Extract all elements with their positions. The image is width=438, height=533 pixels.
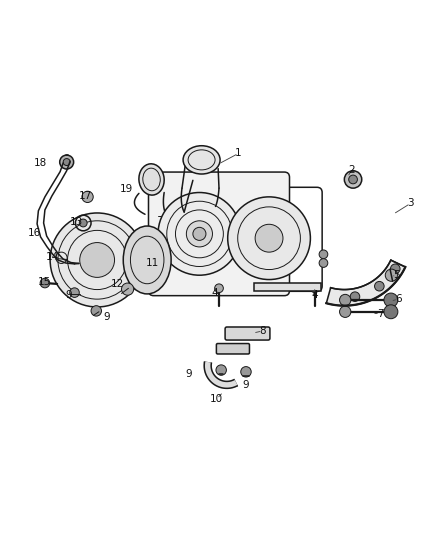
Circle shape	[228, 197, 311, 279]
Circle shape	[121, 283, 134, 295]
Text: 9: 9	[103, 312, 110, 322]
Circle shape	[339, 306, 351, 318]
Circle shape	[186, 221, 212, 247]
Circle shape	[63, 158, 70, 166]
FancyBboxPatch shape	[148, 172, 290, 296]
Circle shape	[91, 305, 102, 316]
Text: 1: 1	[235, 148, 242, 158]
FancyBboxPatch shape	[216, 344, 250, 354]
Circle shape	[385, 269, 397, 281]
Text: 5: 5	[393, 270, 400, 280]
Circle shape	[319, 259, 328, 268]
Circle shape	[216, 365, 226, 375]
Text: 6: 6	[395, 294, 402, 304]
Text: 16: 16	[28, 228, 41, 238]
Text: 14: 14	[46, 252, 60, 262]
Text: 3: 3	[407, 198, 414, 208]
Circle shape	[391, 264, 400, 273]
Circle shape	[80, 243, 115, 277]
Text: 10: 10	[210, 394, 223, 404]
Polygon shape	[326, 260, 405, 305]
Text: 4: 4	[311, 290, 318, 300]
Circle shape	[158, 192, 241, 275]
Text: 9: 9	[66, 290, 72, 300]
Text: 11: 11	[146, 258, 159, 268]
Circle shape	[193, 228, 206, 240]
Circle shape	[311, 284, 319, 293]
Circle shape	[60, 155, 74, 169]
FancyBboxPatch shape	[225, 327, 270, 340]
Polygon shape	[204, 362, 237, 389]
Circle shape	[70, 288, 79, 297]
Circle shape	[50, 213, 144, 307]
Circle shape	[215, 284, 223, 293]
Circle shape	[344, 171, 362, 188]
Text: 2: 2	[349, 165, 355, 175]
Text: 9: 9	[243, 380, 249, 390]
Text: 8: 8	[259, 326, 266, 336]
Text: 17: 17	[78, 191, 92, 201]
Text: 15: 15	[38, 277, 52, 287]
Ellipse shape	[123, 226, 171, 294]
Circle shape	[384, 293, 398, 307]
Text: 7: 7	[377, 309, 383, 319]
Text: 4: 4	[212, 288, 218, 298]
Text: 12: 12	[111, 279, 124, 289]
Ellipse shape	[139, 164, 164, 195]
Circle shape	[40, 278, 49, 288]
Text: 18: 18	[34, 158, 47, 168]
Circle shape	[255, 224, 283, 252]
Text: 13: 13	[70, 217, 83, 227]
Circle shape	[374, 281, 384, 291]
Circle shape	[350, 292, 360, 302]
FancyBboxPatch shape	[254, 284, 321, 292]
Circle shape	[319, 250, 328, 259]
Text: 19: 19	[120, 184, 133, 194]
Text: 9: 9	[185, 369, 192, 379]
Circle shape	[339, 294, 351, 305]
Circle shape	[349, 175, 357, 184]
Circle shape	[79, 219, 87, 227]
Circle shape	[384, 305, 398, 319]
Circle shape	[82, 191, 93, 203]
Ellipse shape	[183, 146, 220, 174]
Circle shape	[241, 367, 251, 377]
